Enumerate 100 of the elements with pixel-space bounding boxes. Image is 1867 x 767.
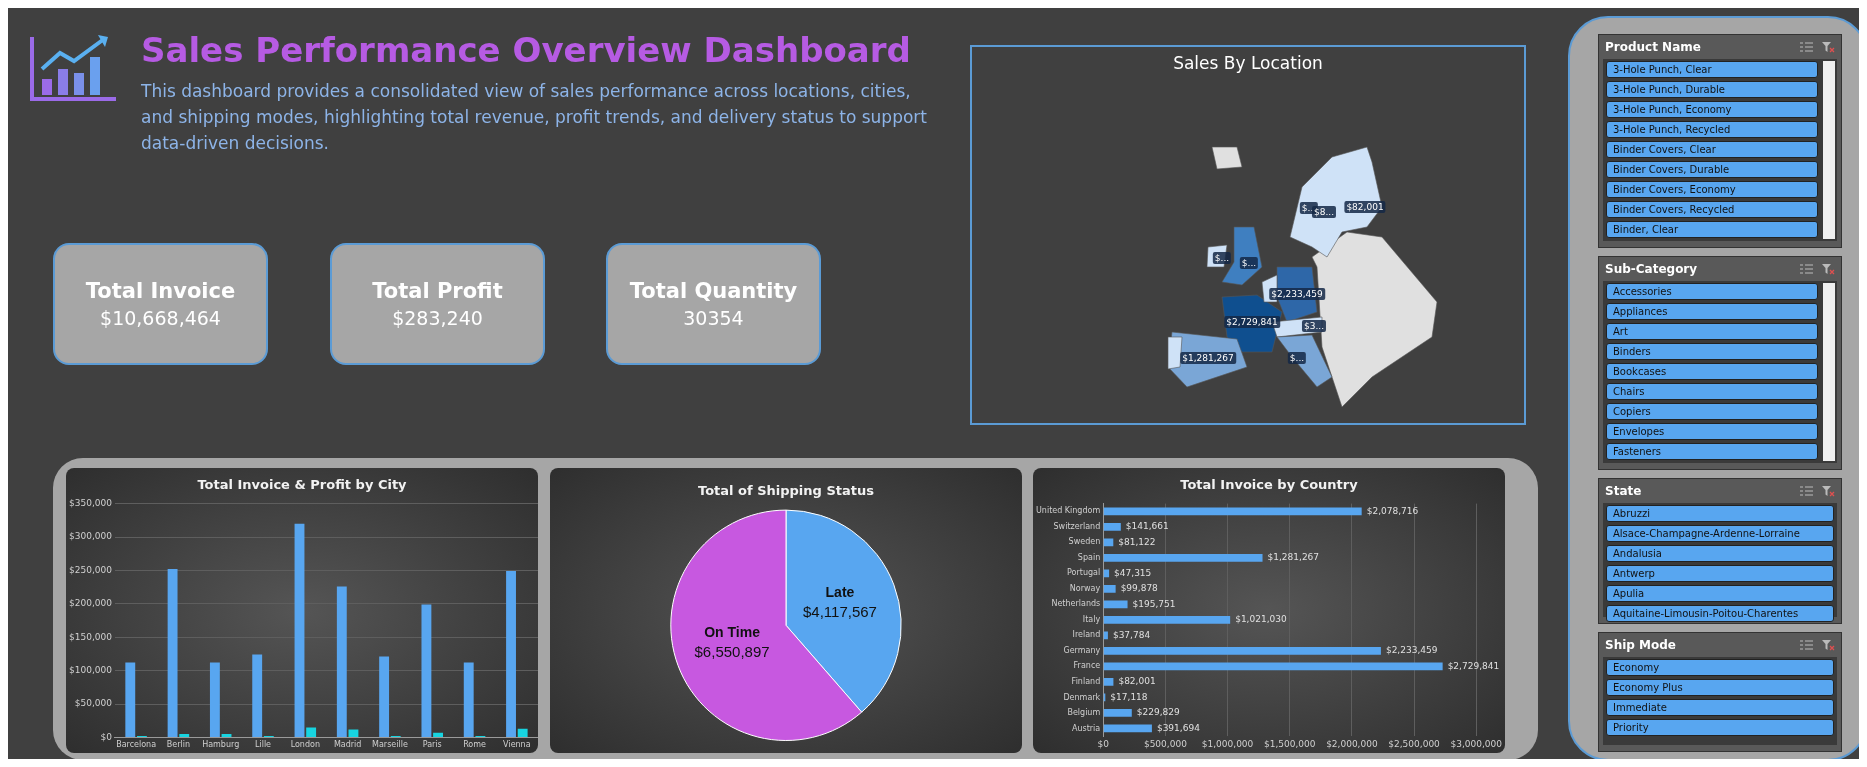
- y-tick-label: Netherlands: [1051, 599, 1101, 609]
- y-tick-label: $300,000: [68, 531, 113, 542]
- data-label: $2,078,716: [1366, 505, 1419, 516]
- data-label: $229,829: [1136, 707, 1181, 718]
- data-label: $17,118: [1110, 691, 1148, 702]
- y-tick-label: United Kingdom: [1035, 506, 1101, 516]
- data-label: $4,117,567: [802, 603, 877, 621]
- text: $2,233,459: [1269, 288, 1325, 300]
- text: Total Quantity: [629, 279, 798, 303]
- x-tick-label: $1,500,000: [1263, 738, 1316, 749]
- x-tick-label: Lille: [254, 740, 272, 750]
- text: $3...: [1301, 320, 1327, 332]
- text: $...: [1287, 352, 1307, 364]
- text: Antwerp: [1606, 565, 1834, 582]
- x-tick-label: Madrid: [333, 740, 362, 750]
- text: Binder Covers, Durable: [1606, 161, 1818, 178]
- bar: [1103, 507, 1362, 516]
- bar: [1103, 538, 1114, 547]
- bar: [294, 523, 305, 737]
- bar: [433, 732, 443, 737]
- x-tick-label: Marseille: [372, 740, 408, 750]
- text: $...: [1239, 257, 1259, 269]
- y-tick-label: Sweden: [1068, 537, 1101, 547]
- text: Art: [1606, 323, 1818, 340]
- data-label: $6,550,897: [694, 643, 770, 661]
- text: $283,240: [392, 307, 483, 329]
- bar: [209, 662, 220, 737]
- bar: [348, 729, 359, 737]
- text: $1,281,267: [1180, 352, 1236, 364]
- y-tick-label: $250,000: [68, 564, 113, 575]
- bar: [252, 654, 263, 737]
- y-tick-label: Portugal: [1067, 568, 1101, 578]
- data-label: $195,751: [1132, 598, 1176, 609]
- y-tick-label: Germany: [1063, 645, 1101, 655]
- chart-title: Total of Shipping Status: [698, 483, 875, 499]
- text: State: [1605, 484, 1643, 498]
- y-tick-label: $150,000: [68, 631, 113, 642]
- text: Binder Covers, Clear: [1606, 141, 1818, 158]
- text: Binder Covers, Economy: [1606, 181, 1818, 198]
- text: Aquitaine-Limousin-Poitou-Charentes: [1606, 605, 1834, 622]
- text: $2,729,841: [1224, 316, 1280, 328]
- text: 3-Hole Punch, Clear: [1606, 61, 1818, 78]
- y-tick-label: Switzerland: [1053, 521, 1101, 531]
- text: Total Invoice: [85, 279, 236, 303]
- x-tick-label: $0: [1097, 738, 1110, 749]
- x-tick-label: $2,500,000: [1388, 738, 1441, 749]
- bar: [125, 662, 136, 737]
- text: Economy: [1606, 659, 1834, 676]
- bar: [1103, 585, 1116, 593]
- data-label: $47,315: [1114, 567, 1152, 578]
- x-tick-label: Berlin: [166, 740, 191, 750]
- x-tick-label: $3,000,000: [1450, 738, 1503, 749]
- bar: [1103, 554, 1263, 562]
- x-tick-label: $2,000,000: [1326, 738, 1378, 749]
- text: Sub-Category: [1605, 262, 1699, 276]
- bar: [506, 571, 516, 737]
- y-tick-label: $100,000: [68, 664, 113, 675]
- y-tick-label: Finland: [1071, 677, 1101, 686]
- text: Copiers: [1606, 403, 1818, 420]
- text: Andalusia: [1606, 545, 1834, 562]
- text: Sales Performance Overview Dashboard: [141, 30, 912, 70]
- text: $10,668,464: [100, 307, 221, 329]
- data-label: $141,661: [1125, 521, 1169, 532]
- chart-title: Total Invoice by Country: [1180, 477, 1359, 493]
- y-tick-label: Norway: [1069, 583, 1101, 593]
- y-tick-label: Spain: [1077, 552, 1101, 562]
- bar: [1103, 616, 1231, 624]
- text: Bookcases: [1606, 363, 1818, 380]
- bar: [1103, 724, 1152, 733]
- bar: [1103, 600, 1128, 609]
- bar: [221, 734, 232, 737]
- data-label: $2,729,841: [1447, 660, 1500, 671]
- text: Priority: [1606, 719, 1834, 736]
- text: This dashboard provides a consolidated view of sales performance across locations, cities, and shipping modes, highlighting total revenue, profit trends, and delivery status to support data-driven decisions.: [141, 80, 928, 155]
- text: Envelopes: [1606, 423, 1818, 440]
- bar: [1103, 647, 1381, 655]
- text: Abruzzi: [1606, 505, 1834, 522]
- text: Alsace-Champagne-Ardenne-Lorraine: [1606, 525, 1834, 542]
- bar: [1103, 662, 1443, 671]
- text: Economy Plus: [1606, 679, 1834, 696]
- x-tick-label: London: [290, 740, 320, 750]
- x-tick-label: Vienna: [503, 740, 531, 750]
- y-tick-label: $350,000: [68, 497, 113, 508]
- bar: [167, 569, 178, 737]
- bar: [179, 734, 190, 737]
- y-tick-label: $200,000: [68, 598, 113, 609]
- bar: [463, 662, 474, 737]
- y-tick-label: $0: [100, 731, 113, 742]
- text: Sales By Location: [1172, 53, 1324, 73]
- text: 30354: [683, 307, 744, 329]
- text: Ship Mode: [1605, 638, 1677, 652]
- data-label: $1,021,030: [1235, 614, 1287, 625]
- bar: [517, 728, 528, 737]
- text: Product Name: [1605, 40, 1702, 54]
- data-label: $391,694: [1156, 722, 1201, 733]
- text: 3-Hole Punch, Recycled: [1606, 121, 1818, 138]
- bar: [421, 604, 432, 737]
- text: Accessories: [1606, 283, 1818, 300]
- bar: [1103, 709, 1132, 717]
- text: Binder Covers, Recycled: [1606, 201, 1818, 218]
